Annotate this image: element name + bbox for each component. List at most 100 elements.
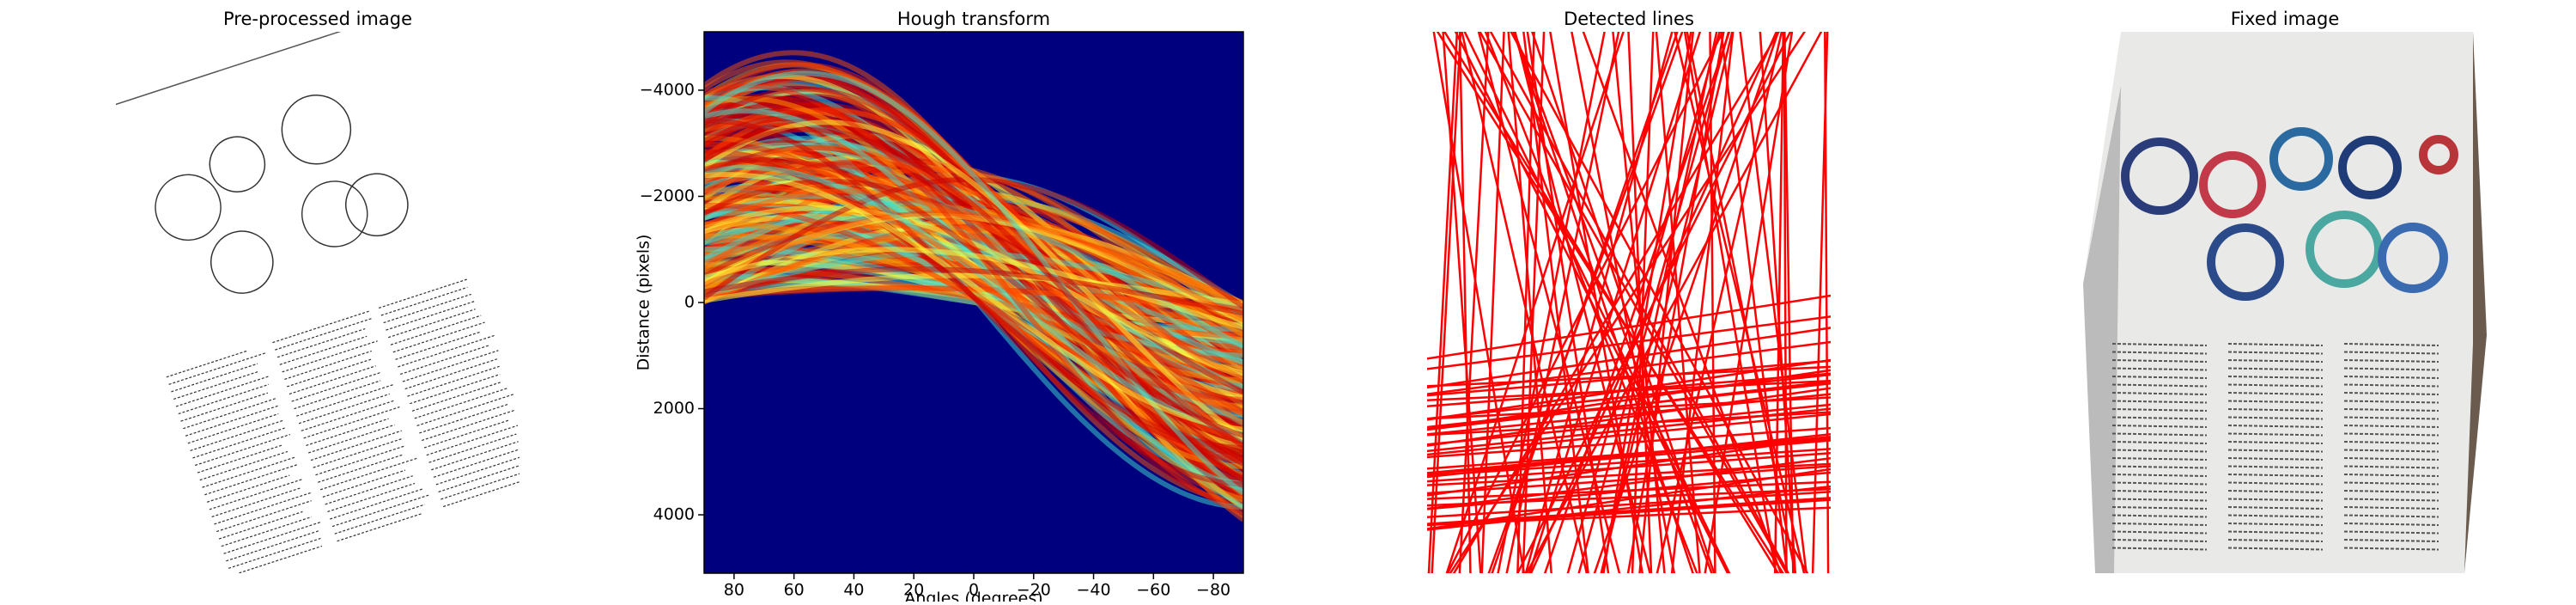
- text-line: [204, 463, 298, 496]
- text-line: [2343, 474, 2439, 477]
- text-line: [276, 327, 366, 358]
- text-line: [185, 405, 280, 437]
- detected-line: [1427, 403, 1831, 446]
- text-line: [438, 460, 519, 493]
- text-line: [395, 331, 482, 360]
- text-line: [2343, 367, 2439, 371]
- detected-line: [1427, 358, 1831, 421]
- detected-line: [1759, 32, 1797, 573]
- text-line: [2111, 376, 2208, 379]
- text-line: [2343, 481, 2439, 486]
- detected-line: [1427, 506, 1831, 526]
- detected-line: [1522, 32, 1589, 573]
- text-line: [2343, 547, 2439, 551]
- text-line: [284, 350, 372, 380]
- x-tick-label: −80: [1196, 581, 1230, 600]
- text-line: [2111, 506, 2208, 510]
- text-line: [315, 445, 404, 476]
- text-line: [2111, 351, 2208, 355]
- text-line: [2227, 416, 2324, 420]
- text-line: [218, 510, 303, 540]
- x-tick-label: 40: [843, 581, 864, 600]
- detected-line: [1427, 32, 1459, 573]
- detected-line: [1686, 32, 1797, 573]
- detected-line: [1720, 32, 1789, 573]
- panel-title: Hough transform: [897, 9, 1050, 29]
- hough-curve: [704, 266, 1243, 316]
- text-line: [2111, 343, 2208, 346]
- hough-curve: [704, 108, 1243, 481]
- text-line: [166, 350, 249, 378]
- text-line: [2227, 408, 2324, 412]
- text-line: [2227, 474, 2324, 477]
- detected-line: [1427, 369, 1831, 431]
- text-line: [2227, 351, 2324, 355]
- text-line: [171, 363, 258, 393]
- text-line: [330, 488, 423, 520]
- text-line: [2227, 539, 2324, 542]
- hough-curve: [704, 176, 1243, 309]
- x-tick-label: 0: [969, 581, 979, 600]
- text-line: [428, 433, 517, 463]
- text-line: [2227, 343, 2324, 346]
- detected-line: [1427, 456, 1831, 510]
- detected-line: [1427, 497, 1831, 525]
- text-line: [294, 380, 381, 410]
- detected-line: [1427, 294, 1831, 360]
- text-line: [2227, 359, 2324, 363]
- text-line: [2227, 383, 2324, 388]
- text-line: [195, 433, 291, 467]
- detected-line: [1427, 407, 1831, 453]
- detected-line: [1427, 359, 1831, 397]
- y-tick-label: −4000: [640, 80, 695, 99]
- hough-curve: [704, 272, 1243, 308]
- detected-line: [1427, 387, 1831, 447]
- x-tick-label: 60: [784, 581, 805, 600]
- detected-line: [1427, 327, 1831, 389]
- text-line: [2111, 392, 2208, 395]
- text-line: [2111, 465, 2208, 469]
- x-tick-label: −20: [1017, 581, 1051, 600]
- detected-line: [1427, 485, 1831, 531]
- text-line: [322, 469, 406, 498]
- text-line: [2111, 408, 2208, 412]
- text-line: [192, 427, 285, 459]
- detected-line: [1427, 373, 1831, 420]
- text-line: [2343, 432, 2439, 437]
- text-line: [206, 474, 290, 503]
- text-line: [2111, 481, 2208, 486]
- text-line: [2343, 530, 2439, 535]
- detected-line: [1427, 426, 1831, 459]
- text-line: [180, 392, 269, 422]
- text-line: [2227, 457, 2324, 461]
- text-line: [2227, 506, 2324, 510]
- text-line: [419, 404, 508, 434]
- detected-line: [1709, 32, 1716, 573]
- detected-line: [1427, 340, 1831, 395]
- detected-line: [1427, 462, 1831, 486]
- text-line: [431, 441, 519, 471]
- text-line: [2343, 465, 2439, 469]
- text-line: [282, 340, 378, 373]
- text-line: [411, 381, 502, 412]
- text-line: [325, 475, 413, 505]
- text-line: [2343, 522, 2439, 526]
- detected-line: [1655, 32, 1701, 573]
- hough-curve: [704, 247, 1243, 330]
- text-line: [2343, 449, 2439, 453]
- text-line: [2227, 547, 2324, 551]
- text-line: [228, 537, 321, 569]
- text-line: [2343, 351, 2439, 355]
- text-line: [2227, 481, 2324, 486]
- text-line: [404, 358, 498, 390]
- text-line: [2111, 530, 2208, 535]
- y-tick-label: −2000: [640, 186, 695, 205]
- text-line: [2111, 498, 2208, 502]
- text-line: [337, 513, 422, 542]
- text-line: [306, 418, 389, 447]
- text-line: [2111, 457, 2208, 461]
- hough-curve: [704, 188, 1243, 382]
- text-line: [2111, 359, 2208, 363]
- text-line: [334, 504, 425, 535]
- detected-line: [1427, 380, 1831, 431]
